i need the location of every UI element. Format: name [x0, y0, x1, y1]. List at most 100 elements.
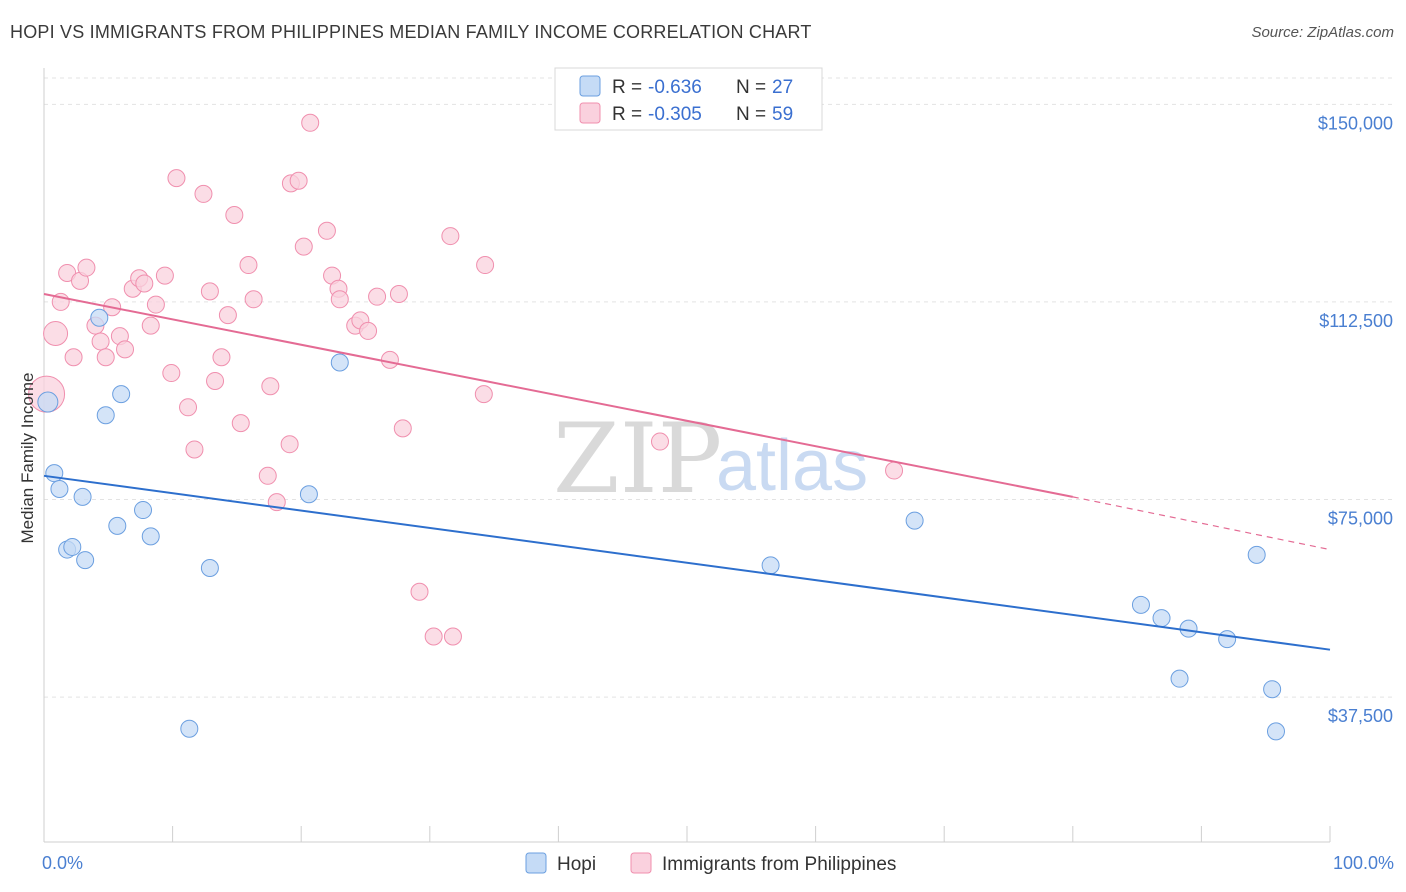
chart-title: HOPI VS IMMIGRANTS FROM PHILIPPINES MEDI… [10, 22, 812, 42]
legend-r-value-philippines: -0.305 [648, 104, 702, 125]
hopi-point [1247, 545, 1266, 564]
philippines-point [43, 321, 69, 347]
hopi-point [299, 485, 318, 504]
legend-n-label: N = [736, 77, 766, 98]
hopi-point [141, 527, 160, 546]
philippines-point [410, 582, 429, 601]
philippines-point [162, 364, 181, 383]
axes [43, 68, 1331, 843]
philippines-point [96, 348, 115, 367]
legend-swatch-philippines [579, 102, 601, 124]
hopi-point [1266, 722, 1285, 741]
philippines-point [359, 321, 378, 340]
hopi-point [1152, 609, 1171, 628]
philippines-point [441, 227, 460, 246]
philippines-point [258, 466, 277, 485]
grid-lines [44, 77, 1395, 698]
legend-n-label: N = [736, 104, 766, 125]
x-tick-labels: 0.0% 100.0% [42, 853, 1394, 873]
hopi-point [180, 719, 199, 738]
source-note: Source: ZipAtlas.com [1251, 24, 1394, 41]
y-axis-title: Median Family Income [18, 372, 37, 543]
philippines-point [141, 316, 160, 335]
philippines-point [206, 371, 225, 390]
philippines-point [368, 287, 387, 306]
philippines-point [135, 274, 154, 293]
philippines-point [244, 290, 263, 309]
philippines-point [225, 205, 244, 224]
philippines-point [200, 282, 219, 301]
philippines-point [443, 627, 462, 646]
philippines-point [218, 306, 237, 325]
hopi-point [63, 537, 82, 556]
philippines-point [231, 414, 250, 433]
philippines-point [424, 627, 443, 646]
hopi-point [1131, 595, 1150, 614]
philippines-point [393, 419, 412, 438]
philippines-point [301, 113, 320, 132]
hopi-point [90, 308, 109, 327]
legend-r-label: R = [612, 104, 642, 125]
hopi-point [1263, 680, 1282, 699]
hopi-point [200, 559, 219, 578]
hopi-trend-line [43, 474, 1331, 651]
philippines-point [77, 258, 96, 277]
stats-legend: R = -0.636 N = 27 R = -0.305 N = 59 [554, 67, 823, 131]
philippines-point [194, 184, 213, 203]
philippines-point [289, 171, 308, 190]
philippines-trend-line [43, 293, 1073, 498]
hopi-point [1170, 669, 1189, 688]
legend-n-value-hopi: 27 [772, 77, 793, 98]
philippines-point [167, 169, 186, 188]
hopi-point [134, 501, 153, 520]
philippines-point [239, 256, 258, 275]
philippines-point [474, 385, 493, 404]
hopi-point [37, 391, 59, 413]
series-legend-swatch-hopi [525, 852, 547, 874]
series-legend-hopi: Hopi [557, 854, 596, 875]
data-points [28, 113, 1285, 741]
legend-r-value-hopi: -0.636 [648, 77, 702, 98]
x-tick-label-max: 100.0% [1333, 853, 1394, 873]
series-legend: Hopi Immigrants from Philippines [525, 852, 896, 875]
philippines-point [330, 290, 349, 309]
hopi-point [905, 511, 924, 530]
philippines-point [380, 350, 399, 369]
y-tick-labels: $37,500 $75,000 $112,500 $150,000 [1318, 113, 1393, 726]
hopi-point [73, 487, 92, 506]
philippines-point [146, 295, 165, 314]
philippines-point [317, 221, 336, 240]
philippines-point [91, 332, 110, 351]
philippines-point [261, 377, 280, 396]
y-tick-label: $150,000 [1318, 113, 1393, 133]
watermark-atlas: atlas [716, 426, 868, 506]
philippines-point [212, 348, 231, 367]
hopi-point [112, 385, 131, 404]
philippines-point [58, 263, 77, 282]
philippines-point [155, 266, 174, 285]
y-tick-label: $37,500 [1328, 706, 1393, 726]
philippines-point [179, 398, 198, 417]
hopi-point [1179, 619, 1198, 638]
x-tick-label-min: 0.0% [42, 853, 83, 873]
philippines-point [294, 237, 313, 256]
philippines-point [389, 285, 408, 304]
philippines-point [476, 256, 495, 275]
hopi-point [50, 479, 69, 498]
legend-r-label: R = [612, 77, 642, 98]
series-legend-philippines: Immigrants from Philippines [662, 854, 896, 875]
hopi-point [330, 353, 349, 372]
hopi-point [45, 464, 64, 483]
trend-lines [43, 293, 1331, 651]
philippines-point [116, 340, 135, 359]
watermark-zip: ZIP [553, 403, 722, 515]
watermark: ZIP atlas [553, 403, 868, 515]
hopi-point [108, 516, 127, 535]
philippines-point [650, 432, 669, 451]
philippines-point [64, 348, 83, 367]
legend-n-value-philippines: 59 [772, 104, 793, 125]
hopi-point [1218, 630, 1237, 649]
y-tick-label: $112,500 [1319, 311, 1393, 331]
philippines-point [185, 440, 204, 459]
